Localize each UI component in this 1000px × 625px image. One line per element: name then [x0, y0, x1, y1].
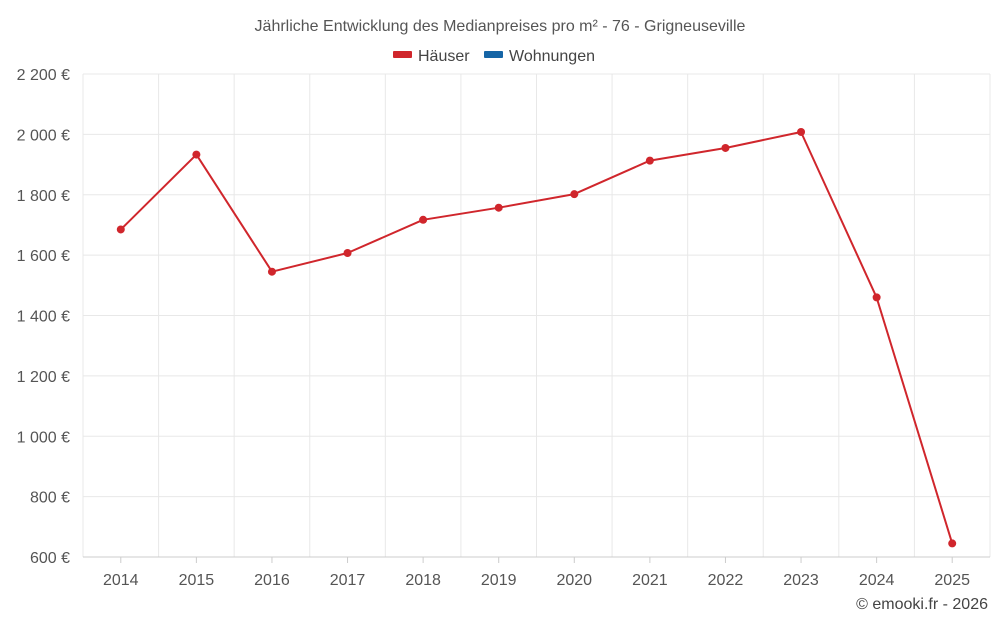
x-tick-label: 2025: [934, 572, 970, 589]
y-tick-label: 2 200 €: [17, 67, 70, 84]
data-point[interactable]: [494, 203, 503, 212]
data-point[interactable]: [872, 293, 881, 302]
y-tick-label: 1 400 €: [17, 309, 70, 326]
x-tick-label: 2015: [179, 572, 215, 589]
legend-label-haeuser: Häuser: [418, 48, 470, 65]
data-point[interactable]: [570, 190, 579, 199]
x-tick-label: 2020: [556, 572, 592, 589]
data-point[interactable]: [343, 249, 352, 258]
data-point[interactable]: [192, 150, 201, 159]
y-tick-label: 2 000 €: [17, 127, 70, 144]
x-tick-label: 2016: [254, 572, 290, 589]
data-point[interactable]: [645, 156, 654, 165]
legend: Häuser Wohnungen: [393, 48, 595, 65]
data-point[interactable]: [948, 539, 957, 548]
x-tick-label: 2014: [103, 572, 139, 589]
legend-swatch-wohnungen: [484, 51, 503, 58]
x-tick-label: 2021: [632, 572, 668, 589]
x-tick-label: 2018: [405, 572, 441, 589]
x-tick-label: 2019: [481, 572, 517, 589]
y-tick-label: 1 600 €: [17, 248, 70, 265]
data-point[interactable]: [797, 127, 806, 136]
axes: [83, 556, 990, 563]
x-tick-label: 2022: [708, 572, 744, 589]
credit-text: © emooki.fr - 2026: [856, 596, 988, 613]
x-tick-label: 2017: [330, 572, 366, 589]
y-tick-label: 800 €: [30, 490, 70, 507]
y-tick-label: 1 200 €: [17, 369, 70, 386]
data-point[interactable]: [721, 143, 730, 152]
chart-title: Jährliche Entwicklung des Medianpreises …: [255, 18, 746, 35]
legend-item-wohnungen[interactable]: Wohnungen: [484, 48, 595, 65]
data-point[interactable]: [267, 267, 276, 276]
series-line-0: [120, 131, 954, 544]
data-point[interactable]: [116, 225, 125, 234]
legend-item-haeuser[interactable]: Häuser: [393, 48, 470, 65]
legend-swatch-haeuser: [393, 51, 412, 58]
y-tick-label: 1 000 €: [17, 429, 70, 446]
x-axis-ticks: 2014 2015 2016 2017 2018 2019 2020 2021 2022 2023…: [103, 572, 970, 589]
series: [116, 127, 957, 548]
y-tick-label: 600 €: [30, 550, 70, 567]
x-tick-label: 2023: [783, 572, 819, 589]
y-tick-label: 1 800 €: [17, 188, 70, 205]
x-tick-label: 2024: [859, 572, 895, 589]
legend-label-wohnungen: Wohnungen: [509, 48, 595, 65]
data-point[interactable]: [419, 215, 428, 224]
y-axis-ticks: 600 € 800 € 1 000 € 1 200 € 1 400 € 1 600 € 1 …: [17, 67, 70, 567]
grid: [82, 73, 991, 557]
